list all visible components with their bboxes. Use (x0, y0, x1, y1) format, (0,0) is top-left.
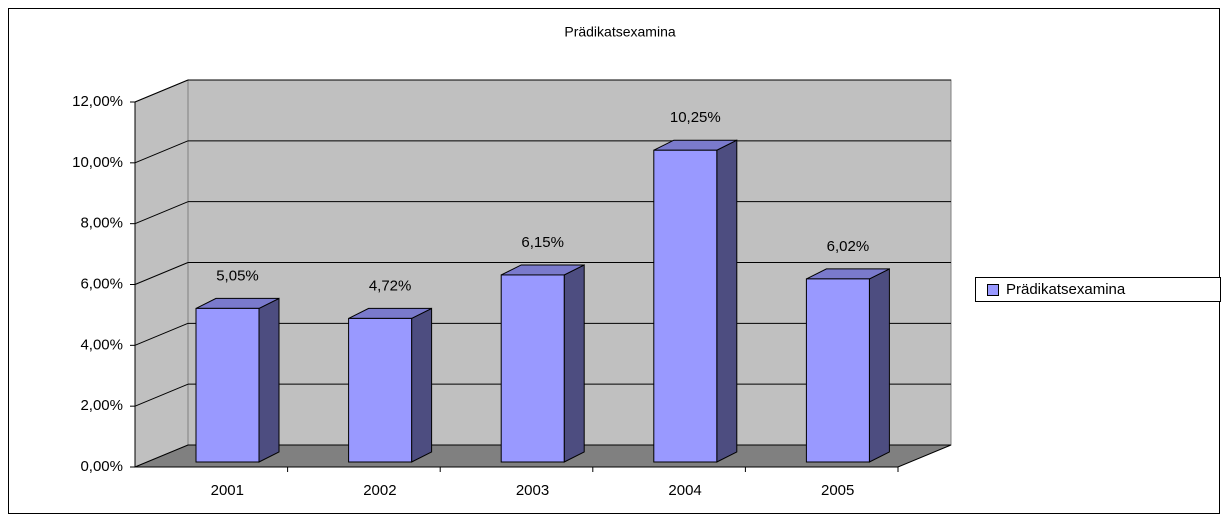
y-tick-label: 4,00% (80, 336, 123, 353)
bar (500, 274, 565, 463)
grid-line (134, 79, 189, 103)
grid-line (134, 322, 189, 346)
x-tick-label: 2003 (516, 482, 549, 499)
y-tick-label: 8,00% (80, 215, 123, 232)
bar (348, 317, 413, 463)
bar-side (258, 297, 280, 463)
legend-label: Prädikatsexamina (1006, 281, 1126, 298)
legend-marker (987, 284, 999, 296)
x-tick-label: 2002 (363, 482, 396, 499)
bar-side (411, 307, 433, 463)
grid-line (134, 201, 189, 225)
y-tick-label: 10,00% (72, 154, 123, 171)
grid-line (134, 383, 189, 407)
grid-line (134, 262, 189, 285)
bar (195, 307, 260, 463)
x-tick-label: 2001 (211, 482, 244, 499)
legend (975, 277, 1221, 302)
data-label: 6,15% (521, 234, 564, 251)
bar-side (563, 264, 585, 463)
bar (653, 149, 718, 463)
y-tick-label: 0,00% (80, 458, 123, 475)
grid-line (134, 140, 189, 164)
data-label: 4,72% (369, 277, 412, 294)
data-label: 10,25% (670, 109, 721, 126)
y-tick-label: 2,00% (80, 397, 123, 414)
x-tick-label: 2004 (668, 482, 701, 499)
y-tick-label: 12,00% (72, 93, 123, 110)
y-tick-label: 6,00% (80, 275, 123, 292)
bar (805, 278, 870, 463)
data-label: 5,05% (216, 267, 259, 284)
data-label: 6,02% (827, 238, 870, 255)
bar-side (716, 139, 738, 463)
chart-title: Prädikatsexamina (564, 24, 675, 40)
bar-side (868, 268, 890, 463)
x-tick-label: 2005 (821, 482, 854, 499)
